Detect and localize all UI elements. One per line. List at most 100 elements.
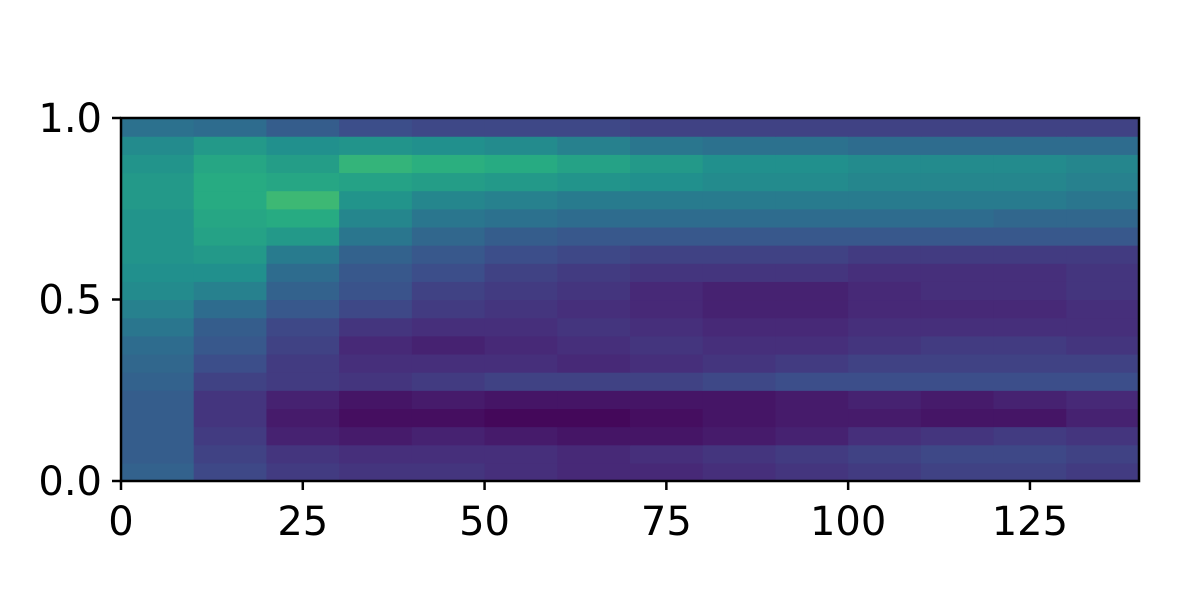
heatmap-cell bbox=[557, 281, 631, 301]
heatmap-cell bbox=[630, 317, 704, 337]
heatmap-cell bbox=[484, 190, 558, 210]
heatmap-cell bbox=[339, 299, 413, 319]
heatmap-cell bbox=[339, 426, 413, 446]
heatmap-cell bbox=[848, 462, 922, 482]
heatmap-cell bbox=[193, 118, 268, 137]
heatmap-cell bbox=[266, 426, 340, 446]
heatmap-cell bbox=[848, 226, 922, 246]
heatmap-cell bbox=[193, 444, 268, 464]
heatmap-cell bbox=[630, 172, 704, 192]
heatmap-cell bbox=[557, 263, 631, 282]
heatmap-cell bbox=[702, 190, 777, 210]
heatmap-cell bbox=[121, 372, 195, 391]
heatmap-cell bbox=[1066, 118, 1140, 137]
heatmap-cell bbox=[411, 317, 486, 337]
heatmap-cell bbox=[339, 444, 413, 464]
heatmap-cell bbox=[557, 154, 631, 174]
heatmap-cell bbox=[630, 281, 704, 301]
x-tick-label: 125 bbox=[992, 499, 1068, 545]
heatmap-cell bbox=[339, 335, 413, 355]
heatmap-cell bbox=[630, 154, 704, 174]
heatmap-cell bbox=[411, 390, 486, 409]
heatmap-cell bbox=[993, 226, 1067, 246]
heatmap-cell bbox=[993, 263, 1067, 282]
heatmap-cell bbox=[121, 245, 195, 264]
heatmap-cell bbox=[848, 190, 922, 210]
heatmap-cell bbox=[339, 118, 413, 137]
heatmap-cell bbox=[339, 317, 413, 337]
heatmap-cell bbox=[266, 408, 340, 428]
heatmap-cell bbox=[557, 172, 631, 192]
x-tick-label: 50 bbox=[459, 499, 510, 545]
x-tick-label: 0 bbox=[108, 499, 133, 545]
heatmap-cell bbox=[993, 281, 1067, 301]
heatmap-cell bbox=[484, 462, 558, 482]
heatmap-cell bbox=[193, 335, 268, 355]
heatmap-cell bbox=[775, 426, 849, 446]
heatmap-cell bbox=[630, 118, 704, 137]
heatmap-cell bbox=[775, 263, 849, 282]
heatmap-cell bbox=[121, 462, 195, 482]
heatmap-cell bbox=[1066, 245, 1140, 264]
heatmap-cells bbox=[121, 118, 1140, 482]
heatmap-cell bbox=[411, 154, 486, 174]
heatmap-cell bbox=[484, 281, 558, 301]
heatmap-cell bbox=[484, 444, 558, 464]
heatmap-cell bbox=[993, 299, 1067, 319]
heatmap-cell bbox=[266, 208, 340, 228]
heatmap-cell bbox=[702, 208, 777, 228]
heatmap-cell bbox=[1066, 426, 1140, 446]
heatmap-cell bbox=[193, 317, 268, 337]
y-tick-label: 1.0 bbox=[38, 96, 102, 142]
heatmap-cell bbox=[266, 462, 340, 482]
heatmap-cell bbox=[411, 208, 486, 228]
heatmap-cell bbox=[484, 426, 558, 446]
heatmap-cell bbox=[1066, 353, 1140, 373]
heatmap-cell bbox=[848, 281, 922, 301]
heatmap-cell bbox=[702, 136, 777, 155]
heatmap-cell bbox=[993, 444, 1067, 464]
heatmap-cell bbox=[266, 390, 340, 409]
heatmap-cell bbox=[121, 335, 195, 355]
heatmap-cell bbox=[193, 390, 268, 409]
heatmap-cell bbox=[484, 390, 558, 409]
heatmap-cell bbox=[775, 317, 849, 337]
heatmap-cell bbox=[557, 353, 631, 373]
heatmap-cell bbox=[848, 390, 922, 409]
heatmap-cell bbox=[702, 372, 777, 391]
heatmap-cell bbox=[121, 136, 195, 155]
heatmap-cell bbox=[411, 372, 486, 391]
heatmap-cell bbox=[1066, 226, 1140, 246]
heatmap-cell bbox=[775, 335, 849, 355]
heatmap-cell bbox=[1066, 281, 1140, 301]
heatmap-cell bbox=[848, 317, 922, 337]
heatmap-cell bbox=[848, 353, 922, 373]
heatmap-cell bbox=[630, 335, 704, 355]
heatmap-cell bbox=[993, 118, 1067, 137]
heatmap-cell bbox=[121, 444, 195, 464]
heatmap-cell bbox=[993, 245, 1067, 264]
heatmap-cell bbox=[411, 118, 486, 137]
heatmap-cell bbox=[920, 444, 995, 464]
heatmap-cell bbox=[848, 208, 922, 228]
heatmap-cell bbox=[702, 172, 777, 192]
heatmap-cell bbox=[557, 390, 631, 409]
heatmap-cell bbox=[920, 208, 995, 228]
heatmap-cell bbox=[121, 299, 195, 319]
heatmap-cell bbox=[557, 190, 631, 210]
heatmap-cell bbox=[484, 299, 558, 319]
heatmap-cell bbox=[630, 462, 704, 482]
heatmap-cell bbox=[993, 462, 1067, 482]
heatmap-cell bbox=[920, 154, 995, 174]
heatmap-cell bbox=[411, 444, 486, 464]
heatmap-cell bbox=[193, 154, 268, 174]
y-tick-label: 0.5 bbox=[38, 278, 102, 324]
heatmap-cell bbox=[266, 353, 340, 373]
heatmap-cell bbox=[920, 317, 995, 337]
heatmap-cell bbox=[1066, 154, 1140, 174]
heatmap-cell bbox=[121, 154, 195, 174]
heatmap-cell bbox=[411, 226, 486, 246]
heatmap-cell bbox=[557, 317, 631, 337]
heatmap-cell bbox=[775, 172, 849, 192]
heatmap-cell bbox=[121, 190, 195, 210]
